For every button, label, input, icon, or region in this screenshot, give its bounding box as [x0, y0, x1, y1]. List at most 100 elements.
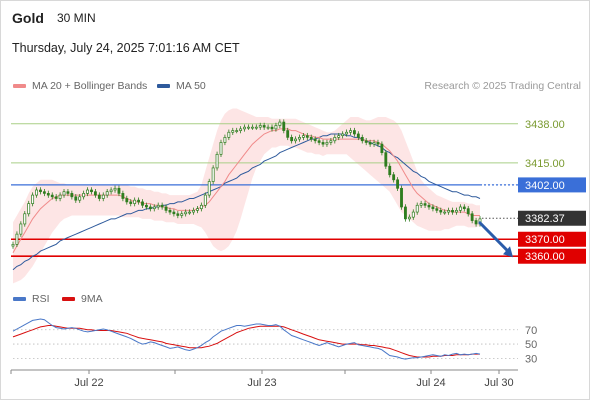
candle-body	[137, 199, 141, 203]
candle-body	[11, 243, 15, 247]
candle-body	[356, 133, 360, 138]
level-tag-3360.00	[518, 248, 586, 264]
level-label-3370.00: 3370.00	[525, 234, 565, 246]
candle-body	[254, 126, 258, 129]
candle-body	[27, 203, 31, 215]
candle-body	[231, 130, 235, 133]
level-label-3360.00: 3360.00	[525, 251, 565, 263]
candle-body	[223, 137, 227, 143]
candle-body	[470, 213, 474, 221]
x-tick-label: Jul 23	[247, 377, 276, 389]
candle-body	[31, 194, 35, 204]
candle-body	[352, 130, 356, 135]
rsi-legend-label: RSI	[32, 293, 50, 305]
candle-body	[290, 137, 294, 142]
candle-body	[74, 196, 78, 201]
ma20-swatch	[13, 84, 26, 88]
candle-body	[258, 125, 262, 128]
rsi-tick-30: 30	[525, 353, 537, 365]
level-tag-3382.37	[518, 210, 586, 226]
candle-body	[203, 194, 207, 206]
candle-body	[188, 211, 192, 214]
candle-body	[164, 206, 168, 211]
candle-body	[141, 201, 144, 206]
candle-body	[113, 187, 117, 191]
candle-body	[129, 201, 133, 204]
candle-body	[247, 126, 250, 129]
candle-body	[313, 138, 317, 142]
candle-body	[262, 125, 266, 128]
candle-body	[97, 194, 101, 199]
candle-body	[176, 213, 180, 216]
candle-body	[333, 137, 337, 142]
candle-body	[125, 198, 129, 203]
candle-body	[270, 126, 274, 130]
candle-body	[329, 140, 333, 143]
candle-body	[419, 203, 423, 206]
candle-body	[415, 204, 419, 213]
candle-body	[407, 216, 411, 220]
bollinger-band-area	[13, 108, 480, 284]
candle-body	[15, 233, 19, 245]
candle-body	[396, 179, 400, 189]
candle-body	[184, 211, 188, 215]
x-tick-label: Jul 24	[416, 377, 445, 389]
candle-body	[439, 210, 443, 213]
candle-body	[286, 130, 290, 138]
candle-body	[243, 126, 246, 130]
candle-body	[266, 126, 270, 129]
legend-rsi: RSI	[13, 293, 50, 305]
candle-body	[117, 187, 121, 194]
candle-body	[321, 142, 325, 145]
ma9-legend-label: 9MA	[81, 293, 103, 305]
candle-body	[172, 211, 176, 215]
candle-body	[50, 194, 54, 198]
x-tick-label: Jul 22	[74, 377, 103, 389]
candle-body	[109, 189, 113, 193]
candle-body	[207, 181, 211, 196]
candle-body	[86, 189, 89, 194]
candle-body	[78, 196, 82, 201]
ma50-legend-label: MA 50	[176, 80, 206, 92]
candle-body	[42, 191, 46, 194]
candle-body	[54, 196, 58, 199]
ma50-swatch	[157, 84, 170, 88]
candle-body	[156, 204, 160, 208]
ma50-line	[12, 133, 481, 271]
candle-body	[39, 189, 42, 193]
level-label-3415.00: 3415.00	[525, 158, 565, 170]
level-tag-3370.00	[518, 231, 586, 247]
candle-body	[180, 213, 184, 216]
candle-body	[388, 165, 392, 176]
rsi-line	[12, 318, 481, 360]
candle-body	[455, 210, 458, 213]
timeframe-label: 30 MIN	[57, 11, 96, 25]
candle-body	[392, 174, 396, 181]
candle-body	[458, 206, 462, 211]
candle-body	[66, 191, 70, 194]
candle-body	[215, 153, 219, 169]
candle-body	[431, 206, 435, 210]
candle-body	[23, 213, 27, 225]
legend-9ma: 9MA	[62, 293, 103, 305]
candle-body	[82, 193, 86, 198]
symbol-title: Gold	[12, 10, 44, 26]
candle-body	[274, 125, 278, 130]
rsi-tick-50: 50	[525, 339, 537, 351]
candle-body	[235, 130, 239, 132]
candle-body	[462, 206, 466, 210]
level-label-3402.00: 3402.00	[525, 180, 565, 192]
candle-body	[384, 152, 388, 167]
candle-body	[192, 210, 195, 213]
candle-body	[372, 142, 376, 145]
candle-body	[227, 131, 231, 138]
candle-body	[121, 193, 125, 199]
candle-body	[199, 204, 203, 210]
candle-body	[349, 130, 352, 133]
rsi-swatch	[13, 297, 26, 301]
candle-body	[337, 135, 341, 138]
rsi-ma-line	[12, 325, 480, 358]
candle-body	[400, 187, 403, 208]
candle-body	[160, 204, 164, 208]
